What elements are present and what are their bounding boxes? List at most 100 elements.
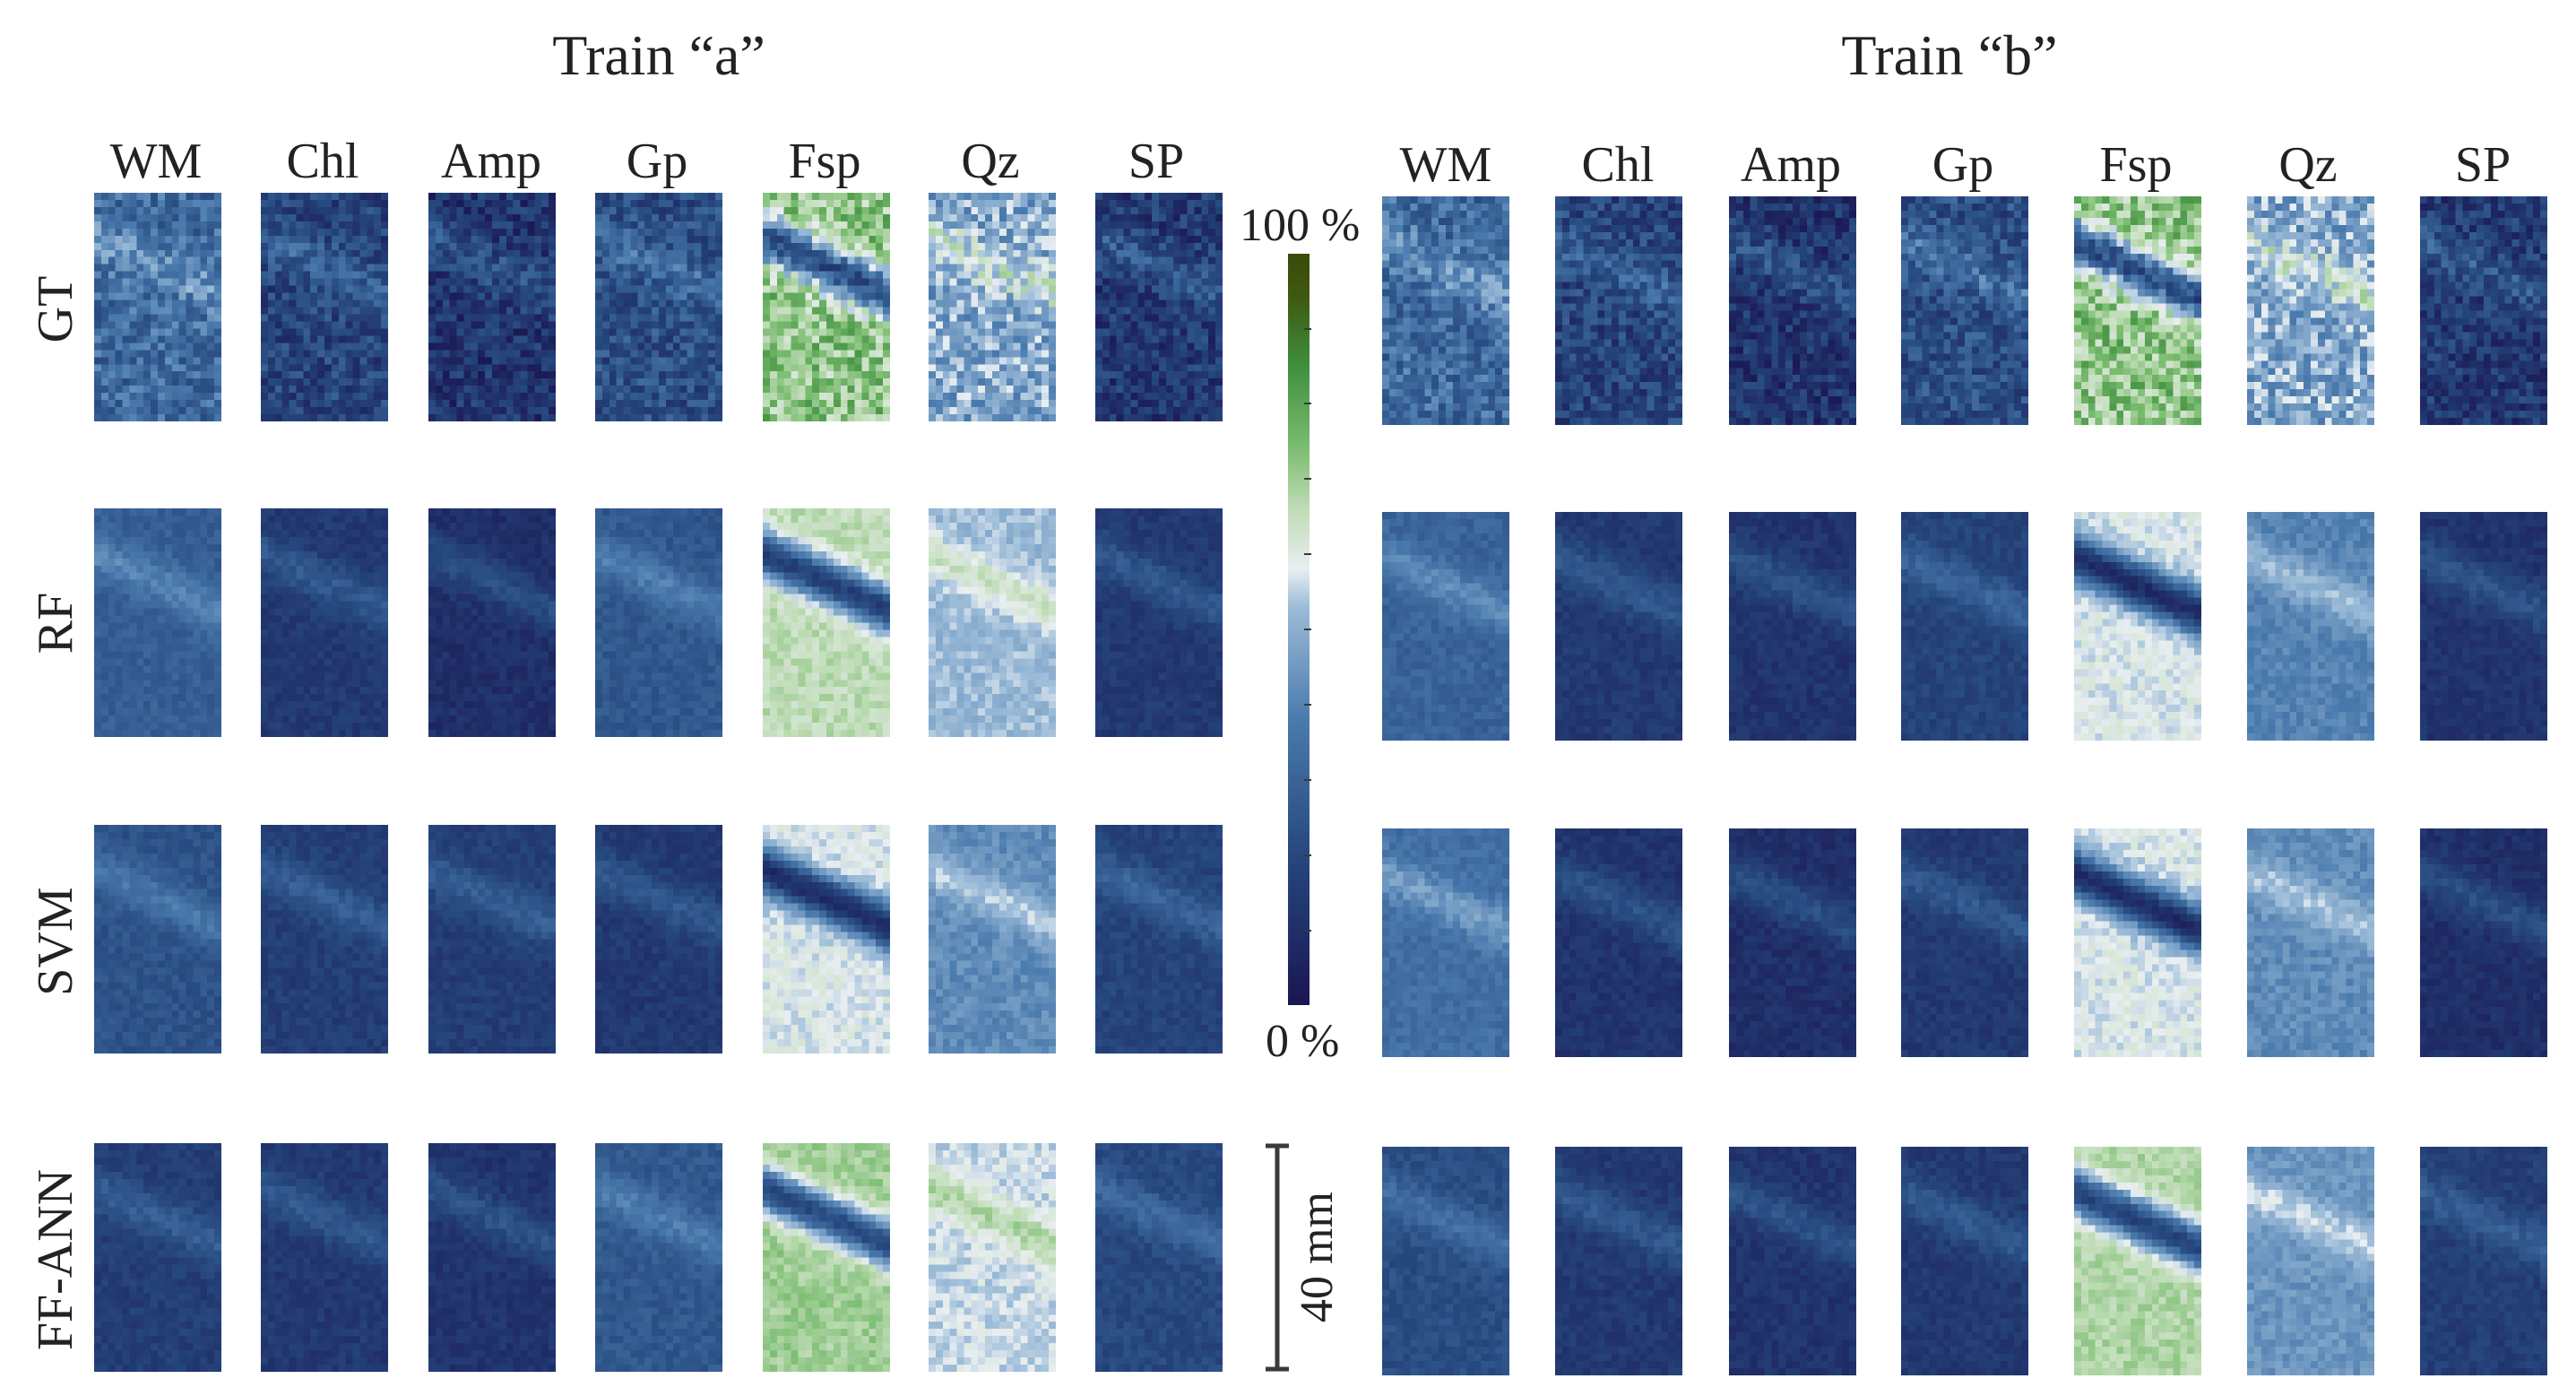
train-a-title: Train “a” <box>552 23 765 87</box>
map-panel-b-rf-gp <box>1901 512 2028 741</box>
map-panel-b-ff-ann-wm <box>1382 1147 1509 1375</box>
map-panel-image <box>1095 1143 1223 1372</box>
map-panel-b-ff-ann-qz <box>2247 1147 2374 1375</box>
col-label-a-fsp: Fsp <box>788 134 861 189</box>
map-panel-image <box>1555 196 1682 425</box>
col-label-b-fsp: Fsp <box>2099 137 2173 193</box>
col-label-a-gp: Gp <box>626 134 688 189</box>
col-label-b-gp: Gp <box>1932 137 1994 193</box>
colorbar-tick <box>1304 854 1311 856</box>
map-panel-b-gt-sp <box>2420 196 2547 425</box>
col-label-a-qz: Qz <box>961 134 1020 189</box>
colorbar-tick <box>1304 328 1311 330</box>
map-panel-a-svm-chl <box>261 825 388 1054</box>
col-label-a-wm: WM <box>109 134 203 189</box>
map-panel-image <box>2247 1147 2374 1375</box>
map-panel-image <box>763 508 890 737</box>
map-panel-image <box>1729 828 1856 1057</box>
map-panel-image <box>428 508 556 737</box>
map-panel-b-rf-amp <box>1729 512 1856 741</box>
map-panel-a-rf-chl <box>261 508 388 737</box>
map-panel-image <box>595 508 722 737</box>
map-panel-a-gt-gp <box>595 193 722 421</box>
map-panel-image <box>2247 196 2374 425</box>
map-panel-image <box>2074 1147 2201 1375</box>
map-panel-image <box>1729 512 1856 741</box>
map-panel-b-ff-ann-gp <box>1901 1147 2028 1375</box>
map-panel-image <box>763 193 890 421</box>
map-panel-a-svm-qz <box>929 825 1056 1054</box>
map-panel-image <box>2074 512 2201 741</box>
map-panel-b-rf-qz <box>2247 512 2374 741</box>
map-panel-a-gt-qz <box>929 193 1056 421</box>
map-panel-image <box>929 193 1056 421</box>
map-panel-image <box>2247 828 2374 1057</box>
map-panel-b-gt-qz <box>2247 196 2374 425</box>
map-panel-a-gt-wm <box>94 193 221 421</box>
colorbar-tick <box>1304 403 1311 404</box>
map-panel-a-svm-fsp <box>763 825 890 1054</box>
map-panel-b-ff-ann-amp <box>1729 1147 1856 1375</box>
map-panel-image <box>1901 828 2028 1057</box>
map-panel-b-gt-wm <box>1382 196 1509 425</box>
map-panel-image <box>1729 1147 1856 1375</box>
map-panel-image <box>1555 828 1682 1057</box>
map-panel-image <box>763 1143 890 1372</box>
map-panel-a-gt-chl <box>261 193 388 421</box>
map-panel-image <box>261 825 388 1054</box>
scale-bar-label: 40 mm <box>1292 1192 1343 1322</box>
map-panel-image <box>929 825 1056 1054</box>
col-label-b-wm: WM <box>1399 137 1492 193</box>
map-panel-a-svm-wm <box>94 825 221 1054</box>
row-label-ff-ann: FF-ANN <box>28 1168 83 1351</box>
map-panel-image <box>1382 1147 1509 1375</box>
map-panel-b-ff-ann-fsp <box>2074 1147 2201 1375</box>
map-panel-image <box>595 193 722 421</box>
map-panel-image <box>929 508 1056 737</box>
map-panel-image <box>261 1143 388 1372</box>
map-panel-b-gt-chl <box>1555 196 1682 425</box>
map-panel-b-rf-chl <box>1555 512 1682 741</box>
map-panel-b-svm-wm <box>1382 828 1509 1057</box>
map-panel-a-rf-sp <box>1095 508 1223 737</box>
map-panel-a-gt-amp <box>428 193 556 421</box>
map-panel-b-svm-chl <box>1555 828 1682 1057</box>
map-panel-image <box>261 508 388 737</box>
map-panel-b-rf-sp <box>2420 512 2547 741</box>
map-panel-a-ff-ann-sp <box>1095 1143 1223 1372</box>
map-panel-b-svm-fsp <box>2074 828 2201 1057</box>
map-panel-a-rf-qz <box>929 508 1056 737</box>
map-panel-a-rf-fsp <box>763 508 890 737</box>
colorbar-tick <box>1304 478 1311 480</box>
map-panel-image <box>94 1143 221 1372</box>
map-panel-image <box>1901 196 2028 425</box>
map-panel-image <box>1095 193 1223 421</box>
map-panel-b-rf-fsp <box>2074 512 2201 741</box>
colorbar-max-label: 100 % <box>1240 200 1361 251</box>
map-panel-image <box>261 193 388 421</box>
map-panel-image <box>94 508 221 737</box>
map-panel-image <box>428 1143 556 1372</box>
map-panel-a-gt-fsp <box>763 193 890 421</box>
map-panel-image <box>94 825 221 1054</box>
map-panel-image <box>1901 512 2028 741</box>
col-label-b-chl: Chl <box>1581 137 1655 193</box>
map-panel-b-gt-amp <box>1729 196 1856 425</box>
col-label-b-sp: SP <box>2454 137 2511 193</box>
map-panel-image <box>1382 512 1509 741</box>
map-panel-image <box>763 825 890 1054</box>
map-panel-a-rf-wm <box>94 508 221 737</box>
map-panel-image <box>2074 828 2201 1057</box>
map-panel-image <box>1555 1147 1682 1375</box>
train-b-title: Train “b” <box>1841 23 2058 87</box>
col-label-b-qz: Qz <box>2278 137 2338 193</box>
map-panel-a-ff-ann-fsp <box>763 1143 890 1372</box>
map-panel-b-rf-wm <box>1382 512 1509 741</box>
map-panel-b-svm-sp <box>2420 828 2547 1057</box>
col-label-b-amp: Amp <box>1741 137 1841 193</box>
map-panel-a-ff-ann-qz <box>929 1143 1056 1372</box>
colorbar-tick <box>1304 779 1311 781</box>
map-panel-a-ff-ann-chl <box>261 1143 388 1372</box>
map-panel-image <box>428 193 556 421</box>
map-panel-image <box>595 1143 722 1372</box>
